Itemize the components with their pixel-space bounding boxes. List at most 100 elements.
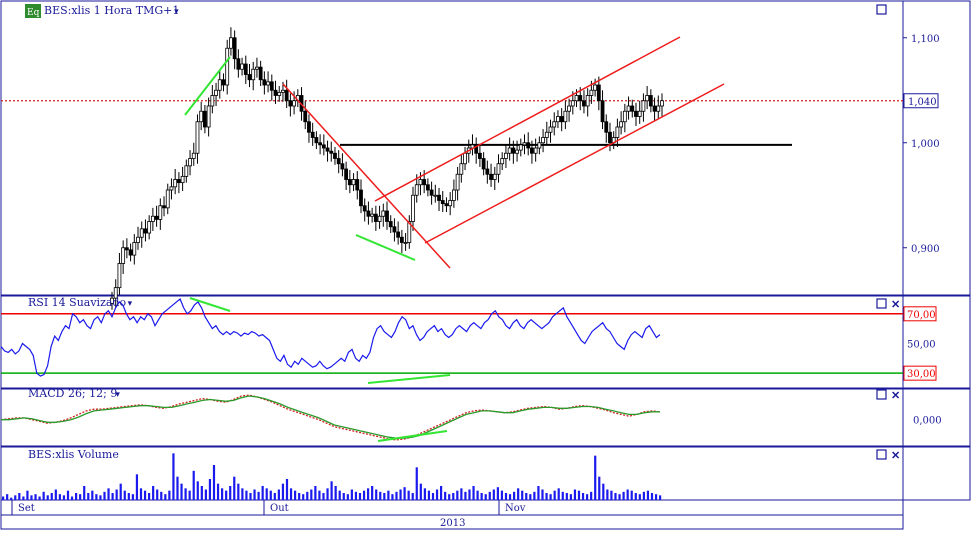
candle-body — [336, 158, 341, 165]
volume-bar — [204, 489, 207, 500]
candle-body — [444, 203, 449, 207]
volume-bar — [391, 494, 394, 500]
volume-bar — [557, 488, 560, 500]
candle-body — [641, 100, 646, 112]
volume-bar — [91, 490, 94, 500]
volume-bar — [265, 488, 268, 500]
last-price-label: 1,040 — [908, 97, 937, 108]
close-pane-icon-3: ✕ — [891, 389, 900, 402]
candle-body — [455, 173, 460, 191]
volume-bar — [208, 479, 212, 500]
volume-bar — [427, 490, 431, 500]
candle-body — [236, 58, 241, 70]
candle-body — [232, 37, 237, 60]
candle-body — [396, 231, 401, 238]
candle-body — [422, 179, 427, 186]
volume-bar — [241, 488, 244, 500]
volume-bar — [46, 495, 49, 500]
volume-bar — [614, 493, 617, 500]
candle-body — [608, 131, 612, 144]
candle-body — [596, 84, 601, 102]
volume-bar — [184, 488, 187, 500]
maximize-pane-icon-1[interactable] — [876, 4, 887, 15]
volume-bar — [541, 489, 544, 500]
volume-bar — [14, 495, 17, 500]
volume-bar — [517, 488, 520, 500]
candle-body — [485, 168, 490, 175]
divergence-line-price-1 — [184, 56, 231, 116]
volume-bar — [346, 494, 349, 500]
volume-bar — [529, 494, 532, 500]
candle-body — [266, 81, 270, 86]
candle-body — [552, 121, 557, 128]
candle-body — [329, 150, 334, 154]
candle-body — [489, 173, 493, 180]
maximize-pane-icon-2[interactable] — [876, 298, 887, 309]
chevron-down-icon: ▾ — [115, 390, 120, 400]
volume-bar — [573, 489, 577, 500]
candle-body — [478, 152, 482, 159]
candle-body — [340, 163, 345, 170]
volume-bar — [565, 493, 568, 500]
volume-bar — [79, 494, 82, 500]
volume-bar — [281, 483, 285, 500]
volume-bar — [638, 494, 641, 500]
candle-body — [578, 95, 583, 102]
candle-body — [429, 189, 434, 196]
volume-bar — [440, 486, 443, 500]
candle-body — [392, 226, 397, 233]
volume-bar — [18, 493, 21, 500]
volume-bar — [54, 489, 57, 500]
candle-body — [637, 110, 642, 117]
volume-bar — [273, 493, 276, 500]
pane-frame-1 — [0, 0, 904, 296]
volume-bar — [139, 488, 143, 500]
maximize-pane-icon-3[interactable] — [876, 389, 887, 400]
candle-body — [522, 142, 527, 146]
volume-bar — [66, 490, 70, 500]
volume-bar — [354, 491, 358, 500]
rsi-pane-title: RSI 14 Suavizado — [28, 296, 126, 309]
volume-bar — [2, 496, 5, 500]
candle-body — [615, 126, 620, 138]
candle-body — [203, 110, 207, 128]
volume-bar — [581, 493, 585, 500]
candle-body — [645, 95, 650, 102]
candle-body — [593, 84, 598, 91]
volume-bar — [216, 483, 220, 500]
volume-bar — [221, 488, 224, 500]
volume-bar — [659, 495, 662, 500]
maximize-pane-icon-4[interactable] — [876, 449, 887, 460]
time-axis-label: Set — [18, 503, 35, 514]
candle-body — [113, 287, 118, 299]
volume-bar — [143, 490, 147, 500]
volume-bar — [326, 488, 329, 500]
volume-bar — [650, 493, 654, 500]
volume-bar — [249, 493, 252, 500]
volume-bar — [383, 493, 386, 500]
candle-body — [622, 110, 627, 123]
candle-body — [634, 110, 638, 117]
candle-body — [273, 89, 278, 96]
time-axis-label: Out — [270, 503, 289, 514]
candle-body — [626, 105, 631, 112]
volume-bar — [192, 470, 195, 500]
candle-body — [399, 236, 404, 243]
volume-bar — [261, 486, 264, 500]
volume-bar — [444, 491, 447, 500]
volume-bar — [131, 494, 134, 500]
volume-bar — [330, 481, 333, 500]
candle-body — [128, 249, 133, 256]
volume-bar — [549, 494, 552, 500]
volume-bar — [586, 494, 589, 500]
volume-bar — [375, 489, 378, 500]
candle-body — [370, 213, 375, 217]
volume-bar — [172, 453, 175, 500]
macd-axis-label: 0,000 — [913, 416, 942, 427]
candle-body — [269, 81, 274, 91]
volume-bar — [22, 496, 25, 500]
last-price-tag — [903, 93, 939, 109]
volume-bar — [26, 490, 29, 500]
volume-bar — [476, 490, 479, 500]
candle-body — [425, 184, 430, 191]
